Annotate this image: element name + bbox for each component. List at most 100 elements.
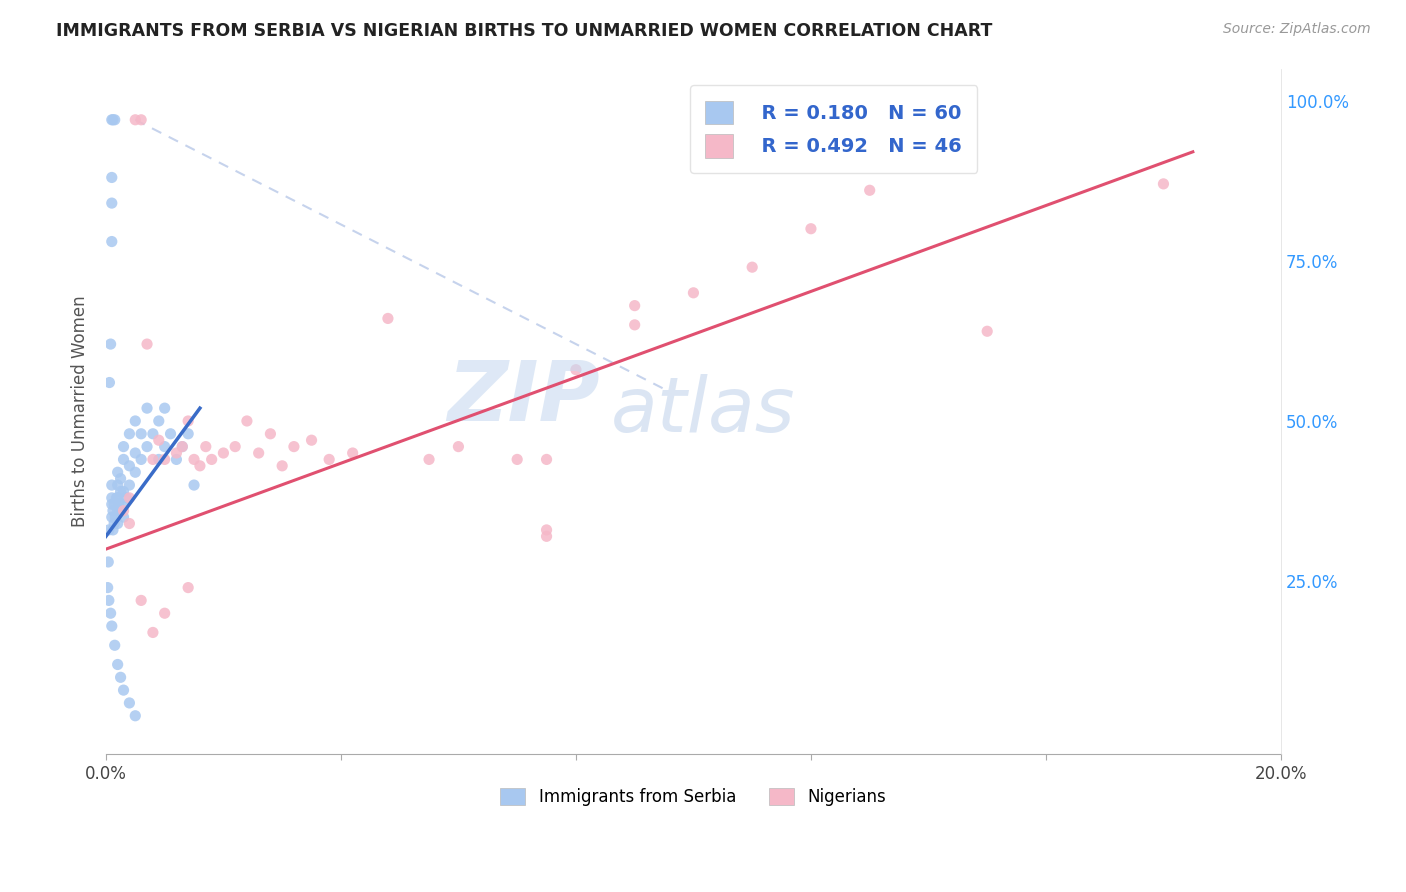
Point — [201, 452, 224, 467]
Text: IMMIGRANTS FROM SERBIA VS NIGERIAN BIRTHS TO UNMARRIED WOMEN CORRELATION CHART: IMMIGRANTS FROM SERBIA VS NIGERIAN BIRTH… — [56, 22, 993, 40]
Point — [124, 708, 146, 723]
Point — [112, 484, 135, 499]
Point — [565, 362, 588, 376]
Point — [283, 440, 305, 454]
Point — [136, 401, 159, 416]
Point — [129, 112, 152, 127]
Point — [741, 260, 763, 275]
Point — [976, 324, 998, 338]
Point — [103, 516, 125, 531]
Point — [101, 619, 124, 633]
Point — [98, 376, 121, 390]
Point — [859, 183, 882, 197]
Point — [100, 337, 122, 351]
Point — [118, 696, 141, 710]
Text: atlas: atlas — [612, 375, 796, 449]
Point — [177, 581, 200, 595]
Text: ZIP: ZIP — [447, 357, 599, 438]
Point — [136, 337, 159, 351]
Point — [101, 504, 124, 518]
Point — [377, 311, 399, 326]
Point — [101, 510, 124, 524]
Point — [124, 414, 146, 428]
Point — [165, 452, 187, 467]
Point — [183, 452, 205, 467]
Point — [101, 523, 124, 537]
Point — [101, 478, 124, 492]
Point — [124, 446, 146, 460]
Point — [97, 593, 120, 607]
Point — [110, 472, 132, 486]
Point — [129, 452, 152, 467]
Point — [112, 497, 135, 511]
Point — [183, 478, 205, 492]
Point — [118, 516, 141, 531]
Point — [101, 112, 124, 127]
Point — [142, 452, 165, 467]
Point — [1152, 177, 1174, 191]
Point — [536, 452, 558, 467]
Point — [506, 452, 529, 467]
Point — [418, 452, 440, 467]
Point — [153, 452, 176, 467]
Point — [159, 426, 181, 441]
Legend: Immigrants from Serbia, Nigerians: Immigrants from Serbia, Nigerians — [492, 780, 894, 814]
Point — [118, 458, 141, 473]
Point — [177, 414, 200, 428]
Point — [148, 414, 170, 428]
Point — [148, 434, 170, 448]
Point — [107, 491, 129, 505]
Point — [107, 478, 129, 492]
Point — [177, 426, 200, 441]
Point — [142, 426, 165, 441]
Point — [112, 504, 135, 518]
Point — [682, 285, 704, 300]
Point — [447, 440, 470, 454]
Point — [110, 484, 132, 499]
Point — [112, 510, 135, 524]
Point — [97, 523, 120, 537]
Point — [110, 670, 132, 684]
Point — [236, 414, 259, 428]
Point — [103, 497, 125, 511]
Point — [188, 458, 211, 473]
Point — [342, 446, 364, 460]
Point — [301, 434, 323, 448]
Point — [153, 440, 176, 454]
Point — [115, 491, 138, 505]
Point — [271, 458, 294, 473]
Point — [112, 683, 135, 698]
Point — [153, 401, 176, 416]
Point — [129, 426, 152, 441]
Point — [259, 426, 281, 441]
Point — [318, 452, 340, 467]
Point — [124, 112, 146, 127]
Point — [800, 221, 823, 235]
Point — [101, 497, 124, 511]
Point — [118, 426, 141, 441]
Point — [142, 625, 165, 640]
Point — [104, 112, 127, 127]
Point — [108, 497, 131, 511]
Point — [153, 606, 176, 620]
Point — [107, 465, 129, 479]
Point — [107, 504, 129, 518]
Point — [536, 529, 558, 543]
Point — [129, 593, 152, 607]
Point — [623, 299, 645, 313]
Point — [136, 440, 159, 454]
Point — [101, 491, 124, 505]
Point — [247, 446, 270, 460]
Point — [101, 196, 124, 211]
Point — [224, 440, 246, 454]
Point — [112, 452, 135, 467]
Point — [100, 606, 122, 620]
Point — [172, 440, 194, 454]
Point — [148, 452, 170, 467]
Point — [172, 440, 194, 454]
Point — [101, 170, 124, 185]
Point — [118, 491, 141, 505]
Point — [104, 638, 127, 652]
Point — [124, 465, 146, 479]
Y-axis label: Births to Unmarried Women: Births to Unmarried Women — [72, 295, 89, 527]
